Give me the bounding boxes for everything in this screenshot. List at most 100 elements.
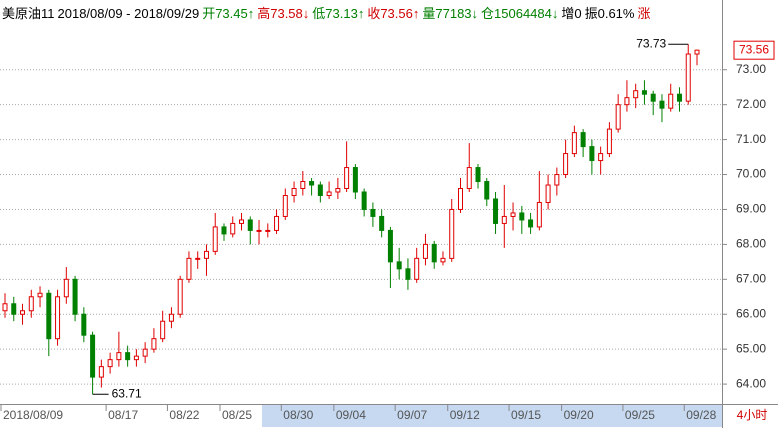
candle-body [11, 303, 17, 315]
x-tick-label: 09/20 [564, 408, 594, 422]
header-item: 收73.56↑ [367, 6, 420, 21]
candle-body [133, 355, 139, 361]
candle-body [580, 132, 586, 148]
candle-body [116, 352, 122, 361]
x-tick-label: 2018/08/09 [3, 408, 63, 422]
candle-body [221, 226, 227, 235]
x-tick-label: 08/17 [108, 408, 138, 422]
candle-body [20, 310, 26, 315]
header-item: 开73.45↑ [202, 6, 255, 21]
y-tick-label: 70.00 [736, 167, 766, 181]
y-tick-label: 65.00 [736, 341, 766, 355]
header-item: 增0 [561, 6, 582, 21]
candle-body [352, 167, 358, 193]
candle-body [125, 352, 131, 361]
candle-body [28, 296, 34, 312]
x-tick-label: 09/04 [336, 408, 366, 422]
header-item: 2018/08/09 - 2018/09/29 [57, 6, 200, 21]
candle-body [361, 191, 367, 210]
candle-body [274, 215, 280, 231]
candle-body [239, 219, 245, 224]
candle-body [379, 215, 385, 231]
low-marker-label: 63.71 [112, 386, 142, 400]
candle-body [694, 49, 700, 55]
x-tick-label: 08/25 [222, 408, 252, 422]
candle-body [326, 191, 332, 196]
candle-body [633, 90, 639, 99]
candle-body [457, 188, 463, 210]
candle-body [659, 100, 665, 109]
candle-body [282, 194, 288, 217]
y-tick-label: 69.00 [736, 202, 766, 216]
y-tick-label: 64.00 [736, 376, 766, 390]
candle-body [440, 257, 446, 263]
candle-body [685, 53, 691, 102]
header-item: 涨 [637, 6, 651, 21]
x-tick-label: 08/30 [283, 408, 313, 422]
candle-body [422, 243, 428, 259]
candle-body [168, 313, 174, 322]
axis-highlight [262, 405, 722, 427]
x-tick-label: 09/07 [397, 408, 427, 422]
candle-body [203, 250, 209, 259]
candle-body [589, 146, 595, 162]
candle-body [475, 167, 481, 183]
candle-body [72, 278, 78, 315]
candle-body [545, 184, 551, 203]
candle-body [230, 222, 236, 235]
candle-body [247, 219, 253, 231]
candle-body [510, 212, 516, 217]
candle-body [563, 153, 569, 176]
candle-body [142, 348, 148, 357]
header-item: 仓15064484↓ [481, 6, 559, 21]
candle-body [37, 292, 43, 298]
candle-body [668, 93, 674, 109]
candle-body [2, 303, 8, 312]
candle-body [598, 153, 604, 162]
header-item: 振0.61% [584, 6, 635, 21]
candle-body [90, 334, 96, 378]
candle-body [650, 93, 656, 102]
candle-body [151, 338, 157, 350]
x-tick-label: 09/25 [625, 408, 655, 422]
candle-body [186, 257, 192, 280]
candle-body [177, 278, 183, 315]
candle-body [554, 174, 560, 186]
candle-body [387, 229, 393, 263]
candle-body [528, 219, 534, 228]
candle-body [98, 366, 104, 378]
x-tick-label: 09/28 [686, 408, 716, 422]
candle-body [55, 296, 61, 340]
candle-body [641, 90, 647, 95]
candle-body [536, 201, 542, 228]
candle-body [466, 167, 472, 190]
candle-body [571, 132, 577, 155]
y-tick-label: 73.00 [736, 62, 766, 76]
candle-body [256, 229, 262, 232]
candle-body [335, 188, 341, 193]
candle-body [449, 208, 455, 259]
x-tick-label: 09/12 [450, 408, 480, 422]
candle-body [501, 215, 507, 224]
y-tick-label: 66.00 [736, 306, 766, 320]
candle-body [615, 104, 621, 130]
last-price-label: 73.56 [739, 42, 769, 56]
period-label[interactable]: 4小时 [737, 408, 768, 422]
candle-body [606, 128, 612, 155]
y-tick-label: 67.00 [736, 271, 766, 285]
candle-body [317, 184, 323, 196]
header-item: 低73.13↑ [312, 6, 365, 21]
header-item: 美原油11 [2, 6, 55, 21]
x-tick-label: 08/22 [169, 408, 199, 422]
header-item: 高73.58↓ [257, 6, 310, 21]
candle-body [309, 181, 315, 186]
candle-body [344, 167, 350, 190]
candle-body [46, 292, 52, 340]
candle-body [107, 359, 113, 368]
header-item: 量77183↓ [422, 6, 479, 21]
last-price-box [733, 40, 775, 60]
y-tick-label: 72.00 [736, 97, 766, 111]
candle-body [291, 188, 297, 196]
